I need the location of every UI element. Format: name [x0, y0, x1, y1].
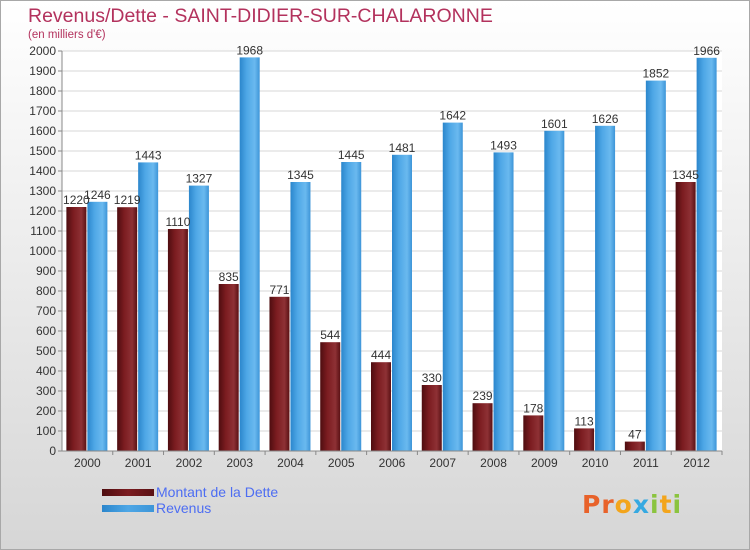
y-tick-label: 1400 — [29, 164, 56, 178]
data-label-debt-2011: 47 — [628, 428, 642, 442]
bar-revenue-2003 — [239, 57, 260, 452]
data-label-revenue-2003: 1968 — [236, 43, 263, 57]
y-tick-label: 400 — [36, 364, 56, 378]
bar-revenue-2000 — [87, 201, 108, 451]
data-label-revenue-2007: 1642 — [439, 109, 466, 123]
bar-debt-2008 — [472, 403, 493, 451]
bar-revenue-2010 — [595, 125, 616, 452]
data-label-debt-2007: 330 — [422, 371, 442, 385]
x-tick-label-2010: 2010 — [582, 456, 609, 470]
data-label-debt-2001: 1219 — [114, 193, 141, 207]
proxiti-logo: Proxiti — [582, 490, 683, 519]
bar-debt-2012 — [675, 182, 696, 451]
bar-debt-2005 — [320, 342, 341, 451]
x-tick-label-2002: 2002 — [176, 456, 203, 470]
data-label-revenue-2010: 1626 — [592, 112, 619, 126]
legend-label-revenue: Revenus — [156, 500, 212, 516]
x-tick-label-2000: 2000 — [74, 456, 101, 470]
x-tick-label-2007: 2007 — [429, 456, 456, 470]
bar-revenue-2004 — [290, 182, 311, 451]
bar-debt-2009 — [523, 415, 544, 451]
bar-debt-2011 — [624, 441, 645, 451]
bar-debt-2007 — [421, 385, 442, 451]
x-tick-label-2011: 2011 — [633, 456, 659, 470]
x-tick-label-2001: 2001 — [125, 456, 152, 470]
data-label-revenue-2008: 1493 — [490, 138, 517, 152]
x-tick-label-2005: 2005 — [328, 456, 355, 470]
data-label-debt-2000: 1220 — [63, 193, 90, 207]
bar-debt-2000 — [66, 207, 87, 451]
bar-debt-2003 — [218, 284, 239, 451]
bar-revenue-2007 — [442, 122, 463, 451]
y-tick-label: 1300 — [29, 184, 56, 198]
data-label-debt-2002: 1110 — [165, 215, 190, 229]
data-label-debt-2005: 544 — [320, 328, 340, 342]
bar-revenue-2009 — [544, 130, 565, 452]
data-label-debt-2009: 178 — [523, 401, 543, 415]
y-tick-label: 1200 — [29, 204, 56, 218]
y-tick-label: 100 — [36, 424, 56, 438]
data-label-debt-2010: 113 — [575, 414, 594, 428]
chart-subtitle: (en milliers d'€) — [28, 29, 106, 41]
data-label-revenue-2006: 1481 — [389, 141, 416, 155]
y-tick-label: 0 — [49, 444, 56, 458]
y-tick-label: 2000 — [29, 44, 56, 58]
y-tick-label: 800 — [36, 284, 56, 298]
bar-debt-2010 — [574, 428, 595, 451]
x-tick-label-2009: 2009 — [531, 456, 558, 470]
legend-swatch-revenue — [102, 505, 154, 512]
data-label-debt-2003: 835 — [219, 270, 239, 284]
data-label-revenue-2012: 1966 — [693, 44, 720, 58]
chart-title: Revenus/Dette - SAINT-DIDIER-SUR-CHALARO… — [28, 5, 493, 27]
data-label-revenue-2000: 1246 — [84, 188, 111, 202]
y-tick-label: 1900 — [29, 64, 56, 78]
x-tick-label-2008: 2008 — [480, 456, 507, 470]
data-label-debt-2008: 239 — [473, 389, 493, 403]
y-tick-label: 1800 — [29, 84, 56, 98]
bar-debt-2004 — [269, 296, 290, 451]
x-tick-label-2012: 2012 — [683, 456, 710, 470]
y-tick-label: 200 — [36, 404, 56, 418]
data-label-debt-2006: 444 — [371, 348, 391, 362]
y-tick-label: 900 — [36, 264, 56, 278]
x-tick-label-2003: 2003 — [226, 456, 253, 470]
bar-debt-2001 — [117, 207, 138, 451]
bar-debt-2006 — [371, 362, 391, 451]
y-tick-label: 1700 — [29, 104, 56, 118]
y-tick-label: 300 — [36, 384, 56, 398]
y-tick-label: 700 — [36, 304, 56, 318]
bar-revenue-2001 — [138, 162, 159, 451]
y-tick-label: 1000 — [29, 244, 56, 258]
y-tick-label: 1500 — [29, 144, 56, 158]
bar-debt-2002 — [167, 229, 188, 451]
y-tick-label: 1100 — [30, 224, 56, 238]
data-label-debt-2012: 1345 — [672, 168, 699, 182]
data-label-revenue-2011: 1852 — [642, 67, 669, 81]
x-tick-label-2006: 2006 — [379, 456, 406, 470]
bar-revenue-2012 — [696, 57, 717, 452]
y-tick-label: 500 — [36, 344, 56, 358]
data-label-revenue-2009: 1601 — [541, 117, 568, 131]
y-tick-label: 1600 — [29, 124, 56, 138]
data-label-debt-2004: 771 — [269, 283, 289, 297]
bar-revenue-2006 — [392, 154, 412, 452]
bars — [66, 57, 717, 452]
y-tick-label: 600 — [36, 324, 56, 338]
legend-swatch-debt — [102, 489, 154, 496]
bar-revenue-2005 — [341, 162, 362, 451]
data-label-revenue-2004: 1345 — [287, 168, 314, 182]
legend-label-debt: Montant de la Dette — [156, 484, 279, 500]
bar-revenue-2002 — [188, 185, 209, 451]
bar-revenue-2011 — [645, 80, 666, 451]
x-tick-label-2004: 2004 — [277, 456, 304, 470]
data-label-revenue-2002: 1327 — [186, 172, 213, 186]
data-label-revenue-2005: 1445 — [338, 148, 365, 162]
bar-revenue-2008 — [493, 152, 514, 451]
data-label-revenue-2001: 1443 — [135, 148, 162, 162]
